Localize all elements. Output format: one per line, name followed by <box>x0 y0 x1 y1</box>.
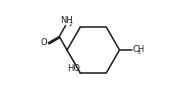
Text: NH: NH <box>60 16 73 25</box>
Text: 3: 3 <box>137 50 141 55</box>
Text: O: O <box>41 38 47 47</box>
Text: HO: HO <box>67 64 80 73</box>
Text: 2: 2 <box>69 22 73 27</box>
Text: CH: CH <box>133 46 145 54</box>
